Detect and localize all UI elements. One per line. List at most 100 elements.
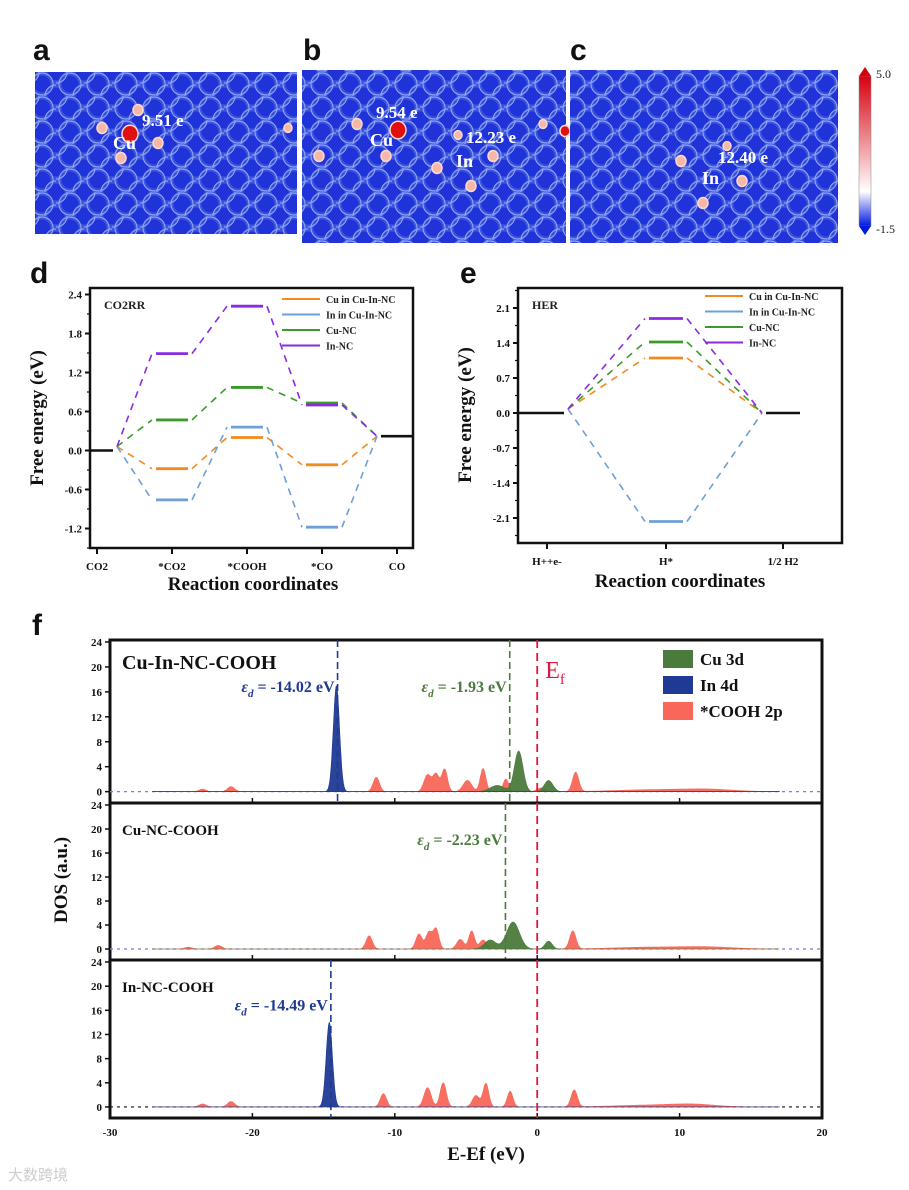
- dos-area-in-4d: [152, 685, 780, 792]
- connector-2: [266, 386, 303, 404]
- dos-area--cooh-2p: [152, 1082, 780, 1108]
- y-tick-label: 4: [97, 762, 103, 774]
- y-tick-label: 16: [91, 848, 103, 860]
- y-tick-label: 12: [91, 872, 103, 884]
- connector-2: [567, 341, 646, 410]
- dos-panel-title: In-NC-COOH: [122, 980, 214, 996]
- connector-0: [686, 357, 763, 414]
- y-tick-label: -1.4: [493, 478, 511, 490]
- charge-density-map-c: 12.40 eIn: [570, 70, 838, 243]
- x-tick-label: 1/2 H2: [768, 556, 799, 568]
- x-tick-label: -10: [387, 1127, 402, 1139]
- dos-panel-title: Cu-In-NC-COOH: [122, 652, 277, 674]
- chart-d-annotation: CO2RR: [104, 298, 146, 312]
- x-tick-label: 10: [674, 1127, 686, 1139]
- y-tick-label: -0.7: [493, 443, 511, 455]
- y-tick-label: -2.1: [493, 513, 510, 525]
- legend-label: *COOH 2p: [700, 702, 783, 721]
- y-tick-label: 20: [91, 662, 103, 674]
- y-tick-label: 0: [97, 787, 103, 799]
- y-tick-label: 8: [97, 896, 103, 908]
- y-tick-label: 1.2: [68, 368, 82, 380]
- charge-blob: [675, 154, 687, 168]
- plot-frame: [88, 286, 415, 550]
- legend-label: Cu-NC: [326, 326, 357, 337]
- charge-blob: [559, 124, 571, 138]
- charge-blob: [121, 124, 139, 144]
- chart-f-xlabel: E-Ef (eV): [447, 1144, 525, 1165]
- y-tick-label: 20: [91, 824, 103, 836]
- y-tick-label: 0.0: [496, 408, 510, 420]
- charge-density-map-b: 9.54 e Cu 12.23 e In: [302, 70, 571, 243]
- connector-0: [567, 357, 646, 410]
- charge-blob: [697, 196, 709, 210]
- y-tick-label: 24: [91, 637, 103, 649]
- legend-swatch: [663, 676, 693, 694]
- y-tick-label: 8: [97, 737, 103, 749]
- charge-blob: [115, 151, 127, 165]
- charge-blob: [538, 118, 548, 130]
- charge-label: 12.23 e: [466, 128, 517, 147]
- y-tick-label: 12: [91, 1029, 103, 1041]
- dos-area--cooh-2p: [152, 768, 780, 792]
- d-band-center-label: εd = -2.23 eV: [417, 832, 503, 853]
- charge-blob: [96, 121, 108, 135]
- x-tick-label: H++e-: [532, 556, 562, 568]
- colorbar-min-label: -1.5: [876, 222, 895, 236]
- x-tick-label: 0: [534, 1127, 540, 1139]
- panel-label-a: a: [33, 34, 50, 67]
- legend-label: In-NC: [326, 342, 353, 353]
- d-band-center-label: εd = -14.02 eV: [241, 679, 335, 700]
- charge-blob: [736, 174, 748, 188]
- connector-3: [116, 353, 153, 447]
- y-tick-label: 0: [97, 1102, 103, 1114]
- chart-d-ylabel: Free energy (eV): [27, 350, 48, 486]
- chart-e: HER Reaction coordinates Free energy (eV…: [455, 286, 844, 592]
- x-tick-label: *COOH: [227, 561, 267, 573]
- x-tick-label: *CO: [311, 561, 333, 573]
- connector-1: [341, 435, 378, 528]
- panel-label-e: e: [460, 257, 477, 290]
- connector-2: [341, 402, 378, 437]
- y-tick-label: 8: [97, 1054, 103, 1066]
- y-tick-label: 4: [97, 920, 103, 932]
- chart-e-ylabel: Free energy (eV): [455, 347, 476, 483]
- atom-label: In: [702, 168, 719, 188]
- x-tick-label: CO2: [86, 561, 109, 573]
- connector-1: [567, 408, 646, 522]
- legend-label: In in Cu-In-NC: [749, 308, 815, 319]
- chart-f-ylabel: DOS (a.u.): [51, 837, 72, 923]
- charge-label: 12.40 e: [718, 148, 769, 167]
- charge-blob: [431, 161, 443, 175]
- charge-blob: [152, 136, 164, 150]
- watermark: 大数跨境: [8, 1166, 68, 1184]
- legend-swatch: [663, 702, 693, 720]
- legend-swatch: [663, 650, 693, 668]
- panel-label-d: d: [30, 257, 48, 290]
- connector-1: [686, 412, 763, 522]
- connector-2: [191, 386, 228, 421]
- connector-3: [341, 404, 378, 437]
- charge-blob: [132, 103, 144, 117]
- chart-d: CO2RR Reaction coordinates Free energy (…: [27, 286, 415, 595]
- charge-blob: [351, 117, 363, 131]
- x-tick-label: H*: [659, 556, 674, 568]
- y-tick-label: 0: [97, 944, 103, 956]
- chart-d-xlabel: Reaction coordinates: [168, 574, 338, 595]
- charge-label: 9.51 e: [142, 111, 184, 130]
- dos-area-cu-3d: [152, 921, 780, 950]
- legend-label: Cu in Cu-In-NC: [326, 295, 395, 306]
- charge-blob: [487, 149, 499, 163]
- d-band-center-label: εd = -14.49 eV: [235, 997, 329, 1018]
- y-tick-label: 20: [91, 981, 103, 993]
- charge-density-map-a: 9.51 e Cu: [35, 72, 297, 234]
- y-tick-label: 12: [91, 712, 103, 724]
- x-tick-label: -20: [245, 1127, 260, 1139]
- legend-label: In-NC: [749, 339, 776, 350]
- y-tick-label: 24: [91, 957, 103, 969]
- chart-e-xlabel: Reaction coordinates: [595, 571, 765, 592]
- connector-3: [191, 305, 228, 355]
- connector-1: [116, 446, 153, 501]
- plot-frame: [516, 286, 844, 545]
